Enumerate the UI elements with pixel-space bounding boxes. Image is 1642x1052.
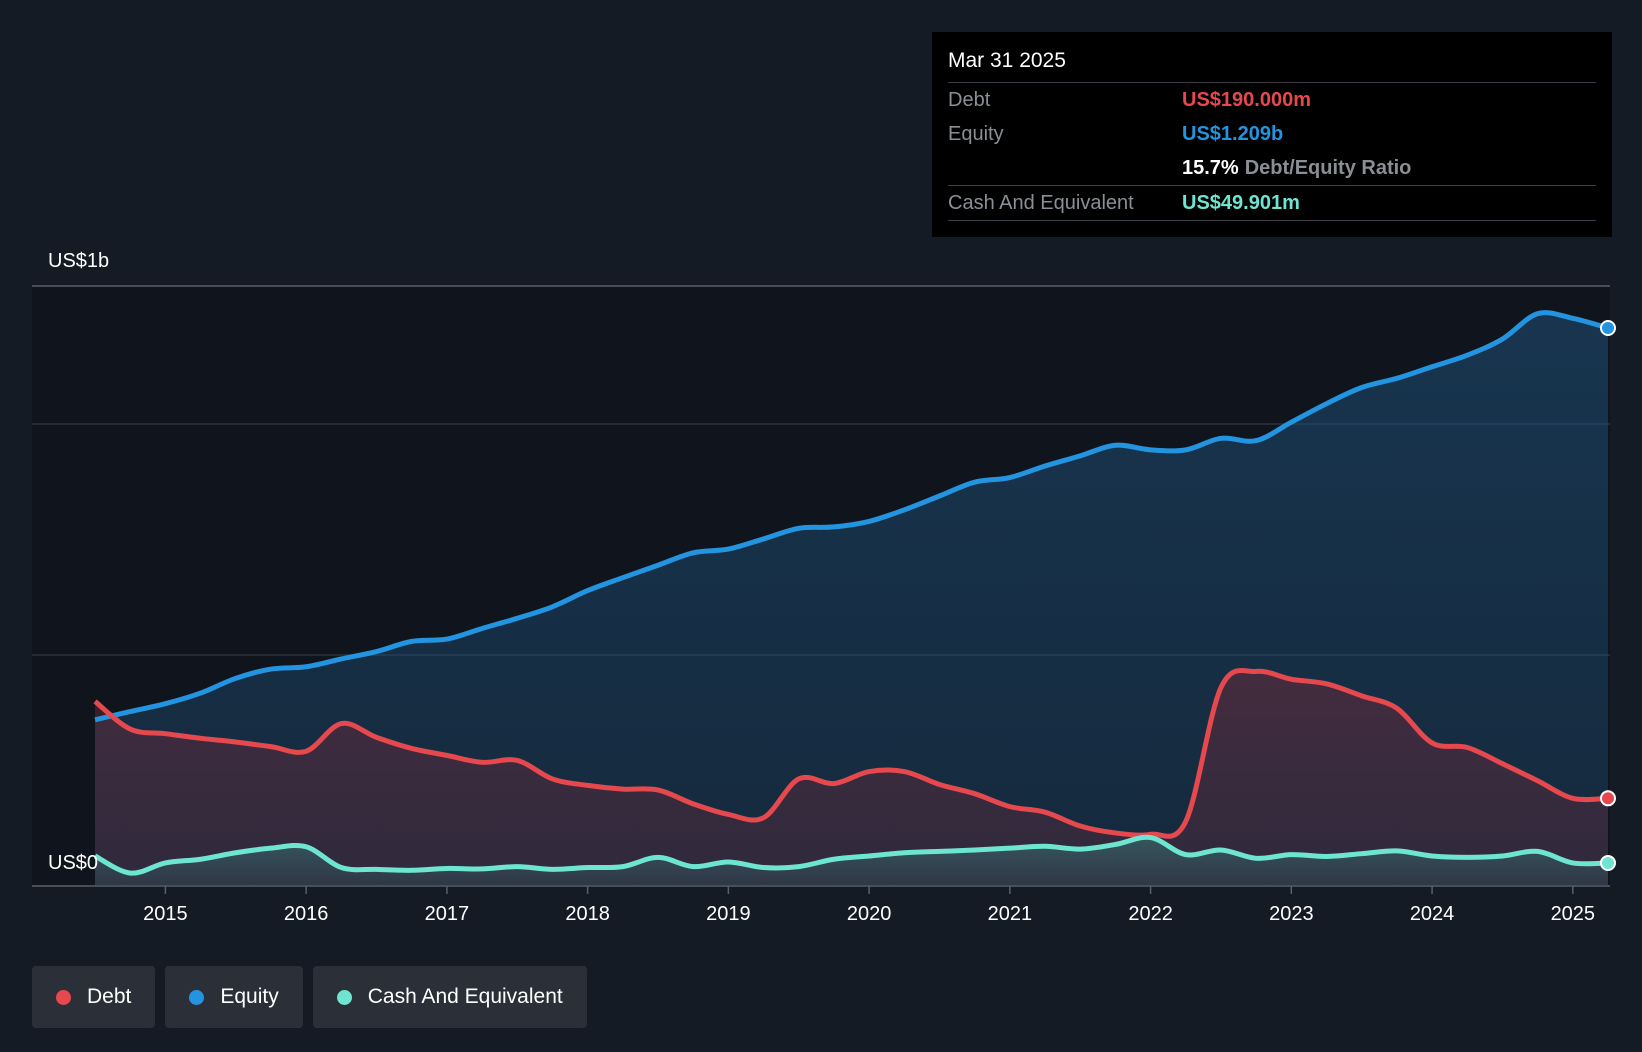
cash-end-marker (1600, 854, 1616, 871)
cash-area (95, 837, 1609, 886)
tooltip-cash-value: US$49.901m (1182, 192, 1300, 214)
y-axis-top-label: US$1b (48, 250, 110, 272)
tooltip-date: Mar 31 2025 (948, 46, 1596, 83)
x-tick-label: 2015 (143, 903, 188, 925)
x-tick-label: 2017 (425, 903, 470, 925)
tooltip-equity-value: US$1.209b (1182, 123, 1284, 145)
tooltip-row-debt: Debt US$190.000m (948, 83, 1596, 117)
legend-item-cash[interactable]: Cash And Equivalent (312, 966, 587, 1028)
y-axis-bottom-label: US$0 (48, 852, 99, 874)
x-tick-label: 2021 (988, 903, 1033, 925)
tooltip-equity-label: Equity (948, 123, 1004, 145)
cash-dot-icon (336, 989, 352, 1005)
x-tick-label: 2024 (1410, 903, 1455, 925)
legend-cash-label: Cash And Equivalent (367, 985, 563, 1008)
x-tick-label: 2025 (1551, 903, 1596, 925)
tooltip-cash-label: Cash And Equivalent (948, 192, 1134, 214)
equity-line (94, 310, 1609, 723)
equity-dot-icon (189, 989, 205, 1005)
tooltip-ratio-value: 15.7% (1182, 157, 1239, 179)
tooltip-row-cash: Cash And Equivalent US$49.901m (948, 186, 1596, 221)
cash-line (93, 834, 1609, 876)
debt-end-marker (1600, 790, 1616, 807)
x-tick-label: 2018 (565, 903, 610, 925)
legend-equity-label: Equity (220, 985, 279, 1008)
tooltip-row-ratio: 15.7% Debt/Equity Ratio (948, 151, 1596, 186)
debt-line (93, 668, 1609, 839)
x-tick-label: 2016 (284, 903, 329, 925)
tooltip-row-equity: Equity US$1.209b (948, 117, 1596, 151)
legend-item-debt[interactable]: Debt (32, 966, 156, 1028)
debt-dot-icon (56, 989, 71, 1005)
x-tick-label: 2019 (706, 903, 751, 925)
legend-debt-label: Debt (87, 985, 132, 1008)
chart-legend: Debt Equity Cash And Equivalent (32, 966, 597, 1028)
legend-item-equity[interactable]: Equity (165, 966, 303, 1028)
tooltip-debt-value: US$190.000m (1182, 89, 1311, 111)
tooltip-debt-label: Debt (948, 89, 991, 111)
x-tick-label: 2020 (847, 903, 892, 925)
equity-end-marker (1600, 320, 1616, 336)
x-tick-label: 2023 (1269, 903, 1314, 925)
x-tick-label: 2022 (1128, 903, 1173, 925)
data-tooltip: Mar 31 2025 Debt US$190.000m Equity US$1… (932, 32, 1612, 237)
tooltip-ratio-label: Debt/Equity Ratio (1244, 157, 1412, 179)
